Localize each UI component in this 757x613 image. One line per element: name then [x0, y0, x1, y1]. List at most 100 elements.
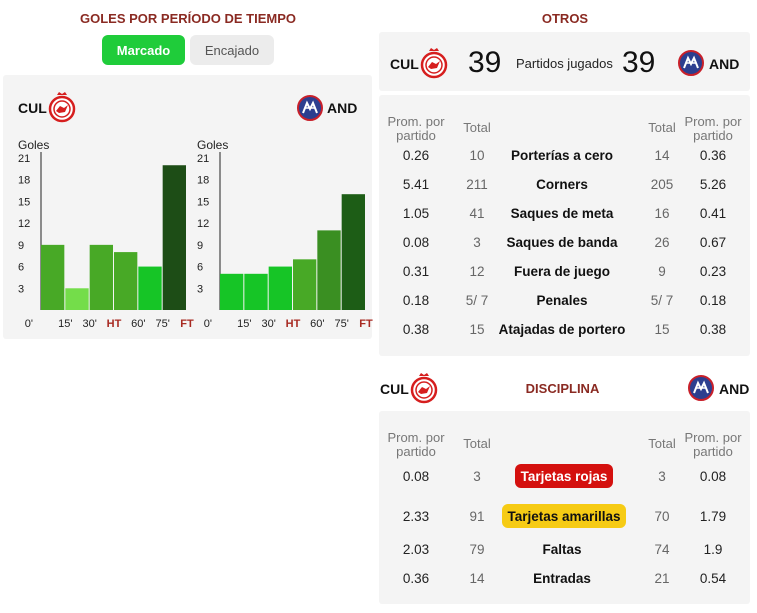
y-tick-label: 12 — [18, 218, 30, 230]
bar-15-30[interactable] — [65, 288, 89, 310]
y-tick-label: 21 — [18, 153, 30, 165]
y-axis-label: Goles — [18, 138, 50, 152]
away-total-value: 26 — [654, 235, 670, 250]
disciplina-section-title: DISCIPLINA — [525, 381, 600, 396]
stat-label: Tarjetas rojas — [515, 464, 613, 488]
stat-label: Penales — [536, 293, 588, 308]
x-tick-label: 60' — [310, 318, 324, 330]
y-tick-label: 3 — [197, 283, 203, 295]
home-total-value: 15 — [469, 322, 485, 337]
y-tick-label: 18 — [197, 175, 209, 187]
y-tick-label: 18 — [18, 175, 30, 187]
away-total-value: 3 — [658, 469, 666, 484]
home-total-value: 211 — [466, 177, 488, 192]
home-goals-chart: Goles 3 6 9 12 15 18 21 0' 15' 30' HT 60' 75' FT — [18, 138, 194, 338]
away-goals-chart: Goles 3 6 9 12 15 18 21 0' 15' 30' HT 60' 75' FT — [197, 138, 373, 338]
x-tick-label: 15' — [237, 318, 251, 330]
bar-60-75[interactable] — [317, 230, 341, 310]
away-total-value: 205 — [650, 177, 674, 192]
x-tick-label: 60' — [131, 318, 145, 330]
matches-played-label: Partidos jugados — [516, 56, 613, 71]
home-team-badge-icon — [420, 48, 448, 79]
away-team-badge-icon — [688, 375, 714, 401]
goals-panel: CUL AND Goles 3 6 9 12 15 18 21 0' 15' 30' HT 60' 75… — [3, 75, 373, 339]
y-tick-label: 6 — [18, 262, 24, 274]
away-team-name: AND — [327, 100, 358, 116]
y-tick-label: 15 — [18, 196, 30, 208]
home-total-header: Total — [463, 436, 491, 451]
x-tick-label: FT — [359, 318, 373, 330]
y-tick-label: 15 — [197, 196, 209, 208]
away-avg-value: 0.36 — [699, 148, 727, 163]
home-team-name: CUL — [18, 100, 47, 116]
y-tick-label: 3 — [18, 283, 24, 295]
bar-45-60[interactable] — [293, 259, 317, 310]
bar-0-15[interactable] — [41, 244, 65, 310]
goals-section-title: GOLES POR PERÍODO DE TIEMPO — [80, 11, 296, 26]
home-matches-played: 39 — [468, 46, 502, 79]
away-total-value: 14 — [654, 148, 670, 163]
home-avg-value: 0.08 — [402, 235, 430, 250]
y-tick-label: 9 — [197, 240, 203, 252]
x-tick-label: HT — [286, 318, 301, 330]
home-avg-value: 2.03 — [402, 542, 430, 557]
home-total-value: 3 — [473, 235, 481, 250]
home-team-name: CUL — [380, 381, 409, 397]
stat-label: Fuera de juego — [513, 264, 611, 279]
stat-label: Atajadas de portero — [498, 322, 626, 337]
x-tick-label: 0' — [25, 318, 33, 330]
home-total-value: 10 — [469, 148, 485, 163]
away-team-name: AND — [709, 56, 740, 72]
otros-section-title: OTROS — [541, 11, 589, 26]
bar-15-30[interactable] — [244, 273, 268, 310]
y-tick-label: 12 — [197, 218, 209, 230]
home-total-value: 91 — [469, 509, 485, 524]
bar-30-45[interactable] — [89, 244, 113, 310]
home-total-value: 3 — [473, 469, 481, 484]
otros-header-panel: CUL 39 Partidos jugados 39 AND — [379, 32, 750, 91]
away-avg-value: 1.79 — [699, 509, 727, 524]
home-total-value: 14 — [469, 571, 485, 586]
away-avg-value: 0.18 — [699, 293, 727, 308]
bar-30-45[interactable] — [268, 266, 292, 310]
home-total-value: 12 — [469, 264, 485, 279]
home-total-header: Total — [463, 120, 491, 135]
away-total-header: Total — [648, 436, 676, 451]
away-total-value: 15 — [654, 322, 670, 337]
tab-scored[interactable]: Marcado — [102, 35, 185, 65]
y-tick-label: 6 — [197, 262, 203, 274]
bar-75-90[interactable] — [341, 194, 365, 310]
home-team-badge-icon — [410, 373, 438, 404]
x-tick-label: 75' — [155, 318, 169, 330]
stat-label: Saques de banda — [506, 235, 618, 250]
home-avg-value: 5.41 — [402, 177, 430, 192]
away-total-value: 74 — [654, 542, 670, 557]
x-tick-label: 75' — [334, 318, 348, 330]
away-total-value: 21 — [654, 571, 670, 586]
bar-0-15[interactable] — [220, 273, 244, 310]
away-avg-header: Prom. por partido — [684, 114, 742, 143]
bar-60-75[interactable] — [138, 266, 162, 310]
away-team-name: AND — [719, 381, 750, 397]
home-avg-value: 2.33 — [402, 509, 430, 524]
home-avg-header: Prom. por partido — [387, 430, 445, 459]
home-team-name: CUL — [390, 56, 419, 72]
home-total-value: 5/ 7 — [465, 293, 489, 308]
away-avg-value: 0.67 — [699, 235, 727, 250]
tab-conceded[interactable]: Encajado — [190, 35, 274, 65]
stat-label: Porterías a cero — [510, 148, 614, 163]
otros-stats-panel: Prom. por partido Total Total Prom. por … — [379, 95, 750, 356]
home-avg-value: 0.36 — [402, 571, 430, 586]
bar-45-60[interactable] — [114, 252, 138, 310]
bar-75-90[interactable] — [162, 165, 186, 310]
home-avg-header: Prom. por partido — [387, 114, 445, 143]
x-tick-label: FT — [180, 318, 194, 330]
stat-label: Corners — [536, 177, 588, 192]
x-tick-label: 30' — [261, 318, 275, 330]
away-team-badge-icon — [297, 95, 323, 121]
home-avg-value: 0.26 — [402, 148, 430, 163]
y-tick-label: 21 — [197, 153, 209, 165]
away-team-badge-icon — [678, 50, 704, 76]
stat-label: Tarjetas amarillas — [502, 504, 626, 528]
stat-label: Faltas — [542, 542, 582, 557]
